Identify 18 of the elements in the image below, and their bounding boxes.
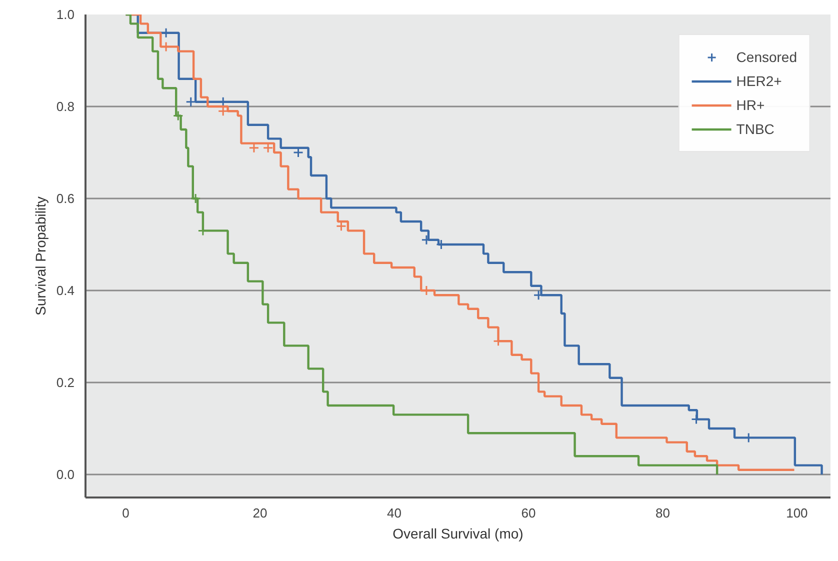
y-tick-label: 1.0	[56, 7, 75, 22]
x-tick-label: 20	[252, 506, 268, 520]
legend-label: Censored	[736, 49, 797, 65]
x-tick-label: 80	[655, 506, 670, 520]
x-tick-label: 100	[786, 506, 808, 520]
x-axis-title: Overall Survival (mo)	[392, 526, 524, 542]
x-tick-label: 60	[521, 506, 536, 520]
y-tick-label: 0.8	[56, 99, 75, 114]
y-tick-label: 0.4	[56, 283, 75, 298]
x-tick-label: 0	[122, 506, 130, 520]
legend-label: HER2+	[736, 73, 782, 89]
y-axis-title: Survival Propability	[32, 196, 48, 316]
legend-label: HR+	[736, 97, 765, 113]
y-tick-label: 0.0	[56, 467, 75, 482]
legend-label: TNBC	[736, 121, 774, 137]
x-tick-label: 40	[387, 506, 402, 520]
y-tick-label: 0.2	[56, 375, 75, 390]
y-tick-label: 0.6	[56, 191, 75, 206]
